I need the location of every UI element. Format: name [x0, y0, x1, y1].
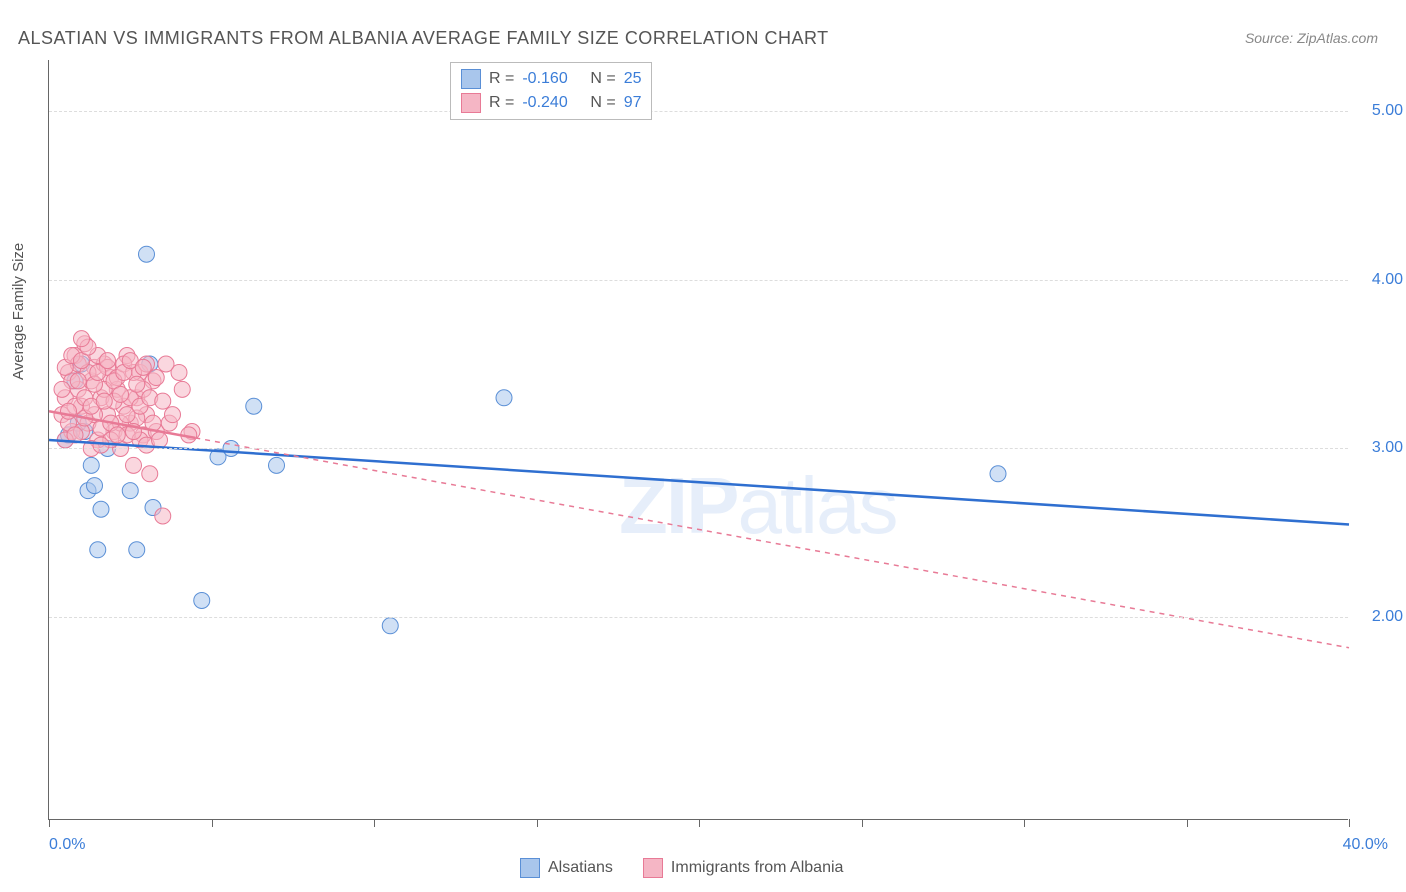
x-tick [1187, 819, 1188, 827]
scatter-point [122, 483, 138, 499]
scatter-point [87, 478, 103, 494]
plot-area: ZIPatlas 0.0% 40.0% 2.003.004.005.00 [48, 60, 1348, 820]
legend-series-item: Immigrants from Albania [643, 858, 844, 878]
scatter-point [109, 427, 125, 443]
y-tick-label: 4.00 [1372, 271, 1403, 289]
chart-svg [49, 60, 1348, 819]
legend-series: Alsatians Immigrants from Albania [520, 858, 843, 878]
scatter-point [113, 386, 129, 402]
scatter-point [93, 437, 109, 453]
scatter-point [129, 542, 145, 558]
gridline [49, 111, 1348, 112]
scatter-point [126, 457, 142, 473]
x-tick [212, 819, 213, 827]
scatter-point [142, 466, 158, 482]
legend-swatch [461, 93, 481, 113]
scatter-point [93, 501, 109, 517]
legend-N-label: N = [590, 94, 615, 112]
legend-series-item: Alsatians [520, 858, 613, 878]
x-tick [862, 819, 863, 827]
scatter-point [135, 359, 151, 375]
y-tick-label: 5.00 [1372, 102, 1403, 120]
scatter-point [90, 542, 106, 558]
scatter-point [382, 618, 398, 634]
x-tick [1349, 819, 1350, 827]
source-label: Source: ZipAtlas.com [1245, 30, 1378, 46]
legend-swatch [520, 858, 540, 878]
legend-row: R = -0.240 N = 97 [461, 91, 641, 115]
x-axis-max-label: 40.0% [1343, 836, 1388, 854]
chart-title: ALSATIAN VS IMMIGRANTS FROM ALBANIA AVER… [18, 28, 829, 49]
x-tick [374, 819, 375, 827]
legend-series-label: Alsatians [548, 859, 613, 877]
scatter-point [174, 381, 190, 397]
x-tick [1024, 819, 1025, 827]
scatter-point [194, 592, 210, 608]
scatter-point [165, 407, 181, 423]
legend-N-value: 25 [624, 70, 642, 88]
legend-correlation: R = -0.160 N = 25 R = -0.240 N = 97 [450, 62, 652, 120]
x-tick [49, 819, 50, 827]
legend-series-label: Immigrants from Albania [671, 859, 844, 877]
scatter-point [54, 381, 70, 397]
scatter-point [269, 457, 285, 473]
scatter-point [83, 457, 99, 473]
scatter-point [246, 398, 262, 414]
y-tick-label: 2.00 [1372, 608, 1403, 626]
scatter-point [100, 353, 116, 369]
trend-line [49, 440, 1349, 524]
legend-row: R = -0.160 N = 25 [461, 67, 641, 91]
scatter-point [990, 466, 1006, 482]
scatter-point [148, 370, 164, 386]
scatter-point [129, 376, 145, 392]
gridline [49, 617, 1348, 618]
trend-line-dashed [195, 438, 1349, 648]
legend-R-label: R = [489, 94, 514, 112]
scatter-point [96, 393, 112, 409]
legend-N-label: N = [590, 70, 615, 88]
legend-swatch [643, 858, 663, 878]
gridline [49, 448, 1348, 449]
x-tick [537, 819, 538, 827]
scatter-point [158, 356, 174, 372]
legend-R-label: R = [489, 70, 514, 88]
x-axis-min-label: 0.0% [49, 836, 85, 854]
legend-swatch [461, 69, 481, 89]
scatter-point [74, 331, 90, 347]
scatter-point [70, 373, 86, 389]
legend-N-value: 97 [624, 94, 642, 112]
scatter-point [155, 393, 171, 409]
scatter-point [139, 246, 155, 262]
legend-R-value: -0.160 [522, 70, 582, 88]
scatter-point [155, 508, 171, 524]
gridline [49, 280, 1348, 281]
legend-R-value: -0.240 [522, 94, 582, 112]
x-tick [699, 819, 700, 827]
y-axis-label: Average Family Size [10, 243, 27, 380]
scatter-point [496, 390, 512, 406]
y-tick-label: 3.00 [1372, 439, 1403, 457]
